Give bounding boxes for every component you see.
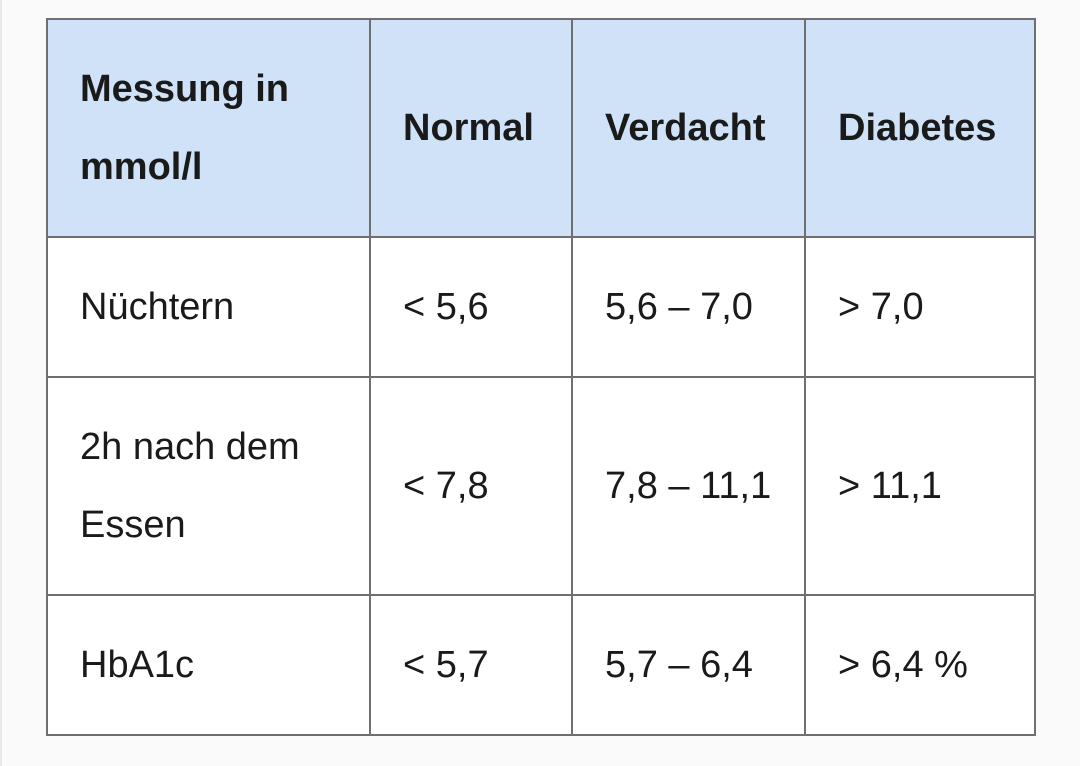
cell-normal: < 5,6 xyxy=(369,236,573,378)
table-row: HbA1c < 5,7 5,7 – 6,4 > 6,4 % xyxy=(46,594,1036,736)
cell-suspicion: 5,6 – 7,0 xyxy=(571,236,806,378)
row-label-fasting: Nüchtern xyxy=(46,236,371,378)
table-header: Messung in mmol/l Normal Verdacht Diabet… xyxy=(46,18,1036,238)
row-label-after-meal: 2h nach dem Essen xyxy=(46,376,371,596)
header-measurement: Messung in mmol/l xyxy=(46,18,371,238)
cell-diabetes: > 7,0 xyxy=(804,236,1036,378)
header-row: Messung in mmol/l Normal Verdacht Diabet… xyxy=(46,18,1036,238)
cell-diabetes: > 6,4 % xyxy=(804,594,1036,736)
cell-suspicion: 5,7 – 6,4 xyxy=(571,594,806,736)
screen-left-edge xyxy=(0,0,2,766)
header-suspicion: Verdacht xyxy=(571,18,806,238)
table-container: Messung in mmol/l Normal Verdacht Diabet… xyxy=(46,18,1036,736)
table-body: Nüchtern < 5,6 5,6 – 7,0 > 7,0 2h nach d… xyxy=(46,236,1036,736)
cell-normal: < 7,8 xyxy=(369,376,573,596)
header-diabetes: Diabetes xyxy=(804,18,1036,238)
table-row: Nüchtern < 5,6 5,6 – 7,0 > 7,0 xyxy=(46,236,1036,378)
cell-diabetes: > 11,1 xyxy=(804,376,1036,596)
blood-sugar-table: Messung in mmol/l Normal Verdacht Diabet… xyxy=(46,18,1036,736)
header-normal: Normal xyxy=(369,18,573,238)
row-label-hba1c: HbA1c xyxy=(46,594,371,736)
table-row: 2h nach dem Essen < 7,8 7,8 – 11,1 > 11,… xyxy=(46,376,1036,596)
cell-normal: < 5,7 xyxy=(369,594,573,736)
cell-suspicion: 7,8 – 11,1 xyxy=(571,376,806,596)
